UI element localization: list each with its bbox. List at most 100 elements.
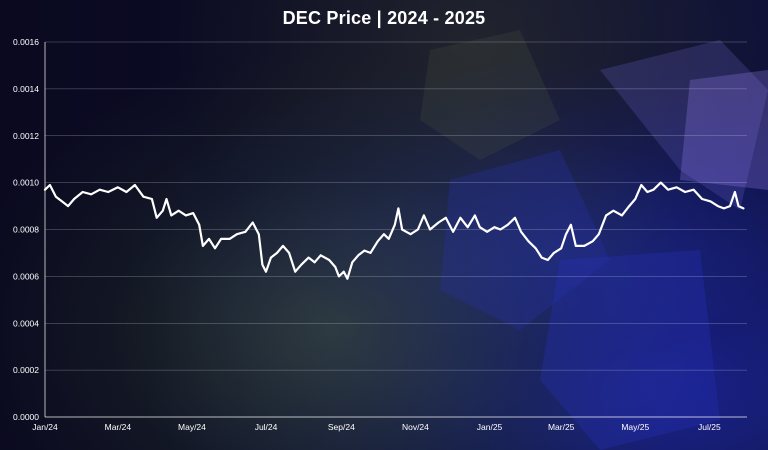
data-point bbox=[387, 237, 390, 240]
data-point bbox=[192, 212, 195, 214]
data-point bbox=[466, 226, 469, 229]
data-point bbox=[276, 252, 278, 254]
background-crystal-shape bbox=[440, 150, 610, 330]
data-point bbox=[48, 184, 51, 186]
data-point bbox=[300, 263, 303, 266]
x-tick-label: Nov/24 bbox=[402, 422, 429, 432]
data-point bbox=[486, 230, 488, 233]
data-point bbox=[125, 191, 128, 193]
x-tick-label: Sep/24 bbox=[328, 422, 355, 432]
data-point bbox=[288, 252, 291, 254]
data-point bbox=[737, 205, 740, 207]
data-point bbox=[313, 261, 316, 264]
data-point bbox=[569, 223, 572, 226]
y-tick-label: 0.0012 bbox=[13, 131, 39, 141]
data-point bbox=[716, 205, 719, 207]
data-point bbox=[506, 223, 509, 226]
data-points bbox=[44, 181, 745, 280]
data-point bbox=[478, 226, 481, 229]
data-point bbox=[334, 266, 337, 268]
data-point bbox=[133, 184, 136, 186]
data-point bbox=[90, 193, 93, 196]
data-point bbox=[319, 254, 322, 257]
data-point bbox=[184, 214, 187, 217]
background-crystal-shape bbox=[540, 250, 720, 450]
data-point bbox=[640, 184, 643, 186]
data-point bbox=[401, 228, 403, 231]
data-point bbox=[709, 200, 712, 203]
y-tick-label: 0.0006 bbox=[13, 271, 39, 281]
gridlines bbox=[44, 41, 747, 418]
data-point bbox=[591, 240, 594, 243]
data-point bbox=[534, 247, 537, 250]
data-point bbox=[44, 188, 46, 191]
data-point bbox=[201, 245, 204, 247]
data-point bbox=[107, 191, 110, 193]
data-point bbox=[170, 214, 173, 217]
data-point bbox=[351, 261, 354, 264]
data-point bbox=[729, 205, 731, 207]
background-crystal-shape bbox=[420, 30, 560, 160]
data-point bbox=[397, 207, 400, 210]
data-point bbox=[540, 256, 543, 259]
data-point bbox=[597, 233, 600, 236]
data-point bbox=[733, 191, 736, 193]
background-crystal-shape bbox=[680, 70, 768, 190]
data-point bbox=[692, 188, 695, 191]
data-point bbox=[220, 237, 223, 240]
data-point bbox=[499, 228, 502, 231]
data-point bbox=[198, 223, 201, 226]
data-point bbox=[161, 209, 164, 212]
data-point bbox=[328, 259, 331, 261]
data-point bbox=[55, 195, 57, 198]
y-tick-label: 0.0008 bbox=[13, 225, 39, 235]
data-point bbox=[177, 209, 180, 212]
data-point bbox=[675, 186, 678, 189]
data-point bbox=[628, 205, 631, 207]
chart-title: DEC Price | 2024 - 2025 bbox=[282, 8, 486, 28]
data-point bbox=[527, 240, 530, 243]
data-point bbox=[270, 256, 272, 259]
y-tick-label: 0.0010 bbox=[13, 178, 39, 188]
data-point bbox=[67, 205, 69, 207]
x-tick-label: Jan/25 bbox=[477, 422, 503, 432]
y-axis-tick-labels: 0.0000 0.0002 0.0004 0.0006 0.0008 0.0010 0.00… bbox=[13, 37, 39, 422]
data-point bbox=[437, 221, 440, 224]
data-point bbox=[565, 233, 567, 236]
y-tick-label: 0.0002 bbox=[13, 365, 39, 375]
series-line bbox=[43, 181, 745, 280]
y-tick-label: 0.0000 bbox=[13, 412, 39, 422]
data-point bbox=[338, 275, 340, 278]
data-point bbox=[634, 198, 637, 200]
data-point bbox=[612, 209, 615, 212]
data-point bbox=[251, 221, 254, 224]
data-point bbox=[701, 198, 703, 200]
data-point bbox=[357, 254, 360, 257]
data-point bbox=[393, 223, 396, 226]
data-point bbox=[474, 214, 476, 217]
data-point bbox=[257, 233, 260, 236]
x-tick-label: Mar/25 bbox=[548, 422, 575, 432]
data-point bbox=[667, 188, 669, 191]
data-point bbox=[574, 245, 577, 247]
data-point bbox=[646, 191, 649, 193]
data-point bbox=[429, 228, 431, 231]
data-point bbox=[150, 198, 153, 200]
data-point bbox=[261, 263, 264, 266]
data-point bbox=[444, 216, 447, 219]
y-tick-label: 0.0004 bbox=[13, 318, 39, 328]
data-point bbox=[546, 259, 549, 261]
data-point bbox=[294, 270, 297, 273]
x-tick-label: May/25 bbox=[621, 422, 649, 432]
data-point bbox=[346, 277, 349, 280]
data-point bbox=[493, 226, 496, 229]
data-point bbox=[81, 191, 84, 193]
data-point bbox=[552, 252, 555, 254]
data-point bbox=[98, 188, 101, 191]
data-point bbox=[583, 245, 586, 247]
data-point bbox=[459, 216, 462, 219]
data-point bbox=[165, 198, 168, 200]
data-point bbox=[423, 214, 425, 217]
